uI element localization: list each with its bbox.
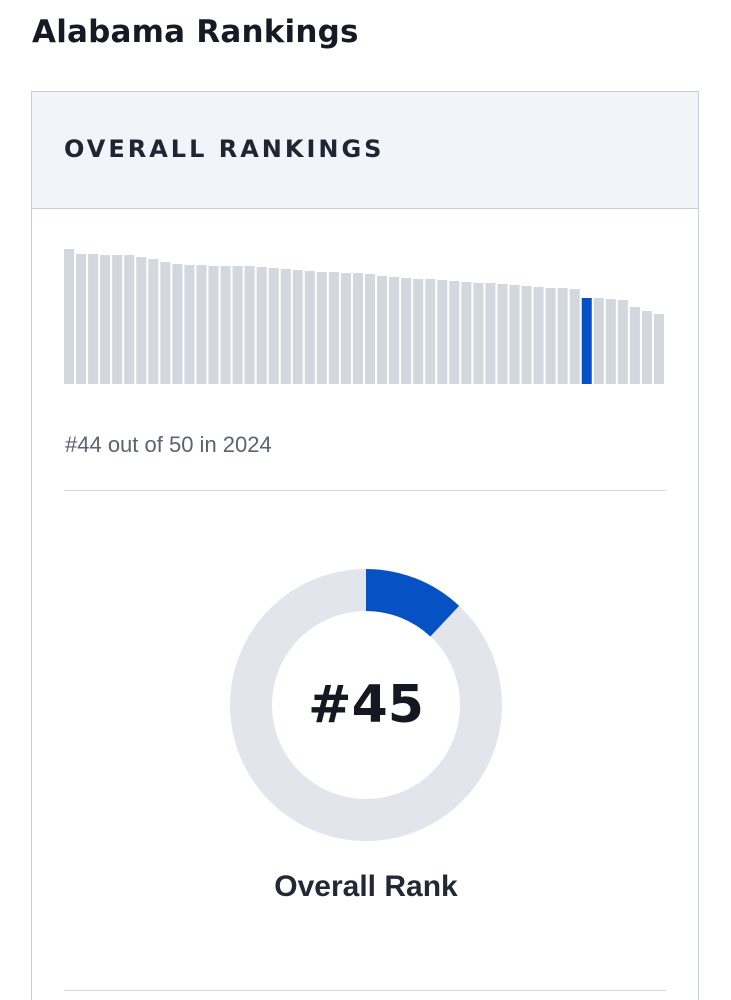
bar <box>88 254 99 384</box>
bar <box>641 311 652 384</box>
bar <box>328 272 339 384</box>
bar <box>340 273 351 384</box>
bar <box>244 266 255 384</box>
donut-segment <box>366 569 460 637</box>
bar <box>437 280 448 384</box>
bar <box>557 288 568 384</box>
overall-rank-label: Overall Rank <box>274 870 458 903</box>
rankings-bar-chart <box>64 249 664 384</box>
bar-highlight <box>581 298 592 384</box>
bar <box>413 279 424 384</box>
bar <box>605 299 616 384</box>
bar <box>64 249 75 384</box>
bar <box>569 289 580 384</box>
bar <box>112 255 123 384</box>
bar <box>497 284 508 384</box>
bar <box>184 265 195 384</box>
bar <box>148 259 159 384</box>
bar <box>232 266 243 384</box>
bar <box>352 273 363 384</box>
bar <box>208 266 219 384</box>
bar <box>653 314 664 384</box>
bar <box>521 286 532 384</box>
rank-caption: #44 out of 50 in 2024 <box>65 432 272 457</box>
bar <box>100 255 111 384</box>
bar <box>389 277 400 384</box>
bar <box>268 268 279 384</box>
bar <box>124 255 135 384</box>
bar <box>304 271 315 384</box>
bar <box>533 287 544 384</box>
bar <box>160 262 171 384</box>
divider <box>64 490 666 491</box>
bar <box>316 272 327 384</box>
bar <box>76 254 87 384</box>
bar <box>449 281 460 384</box>
bar <box>401 278 412 384</box>
bar <box>593 298 604 384</box>
bar <box>280 269 291 384</box>
overall-rank-donut: #45 <box>230 569 502 841</box>
bar <box>220 266 231 384</box>
bar <box>425 279 436 384</box>
bar <box>256 267 267 384</box>
bar <box>136 257 147 384</box>
bar <box>292 270 303 384</box>
bar <box>172 264 183 384</box>
bar <box>473 283 484 384</box>
bar <box>485 283 496 384</box>
donut-chart <box>230 569 502 841</box>
card-header: OVERALL RANKINGS <box>32 92 698 209</box>
overall-rank-value: #45 <box>308 675 424 735</box>
bar <box>617 300 628 384</box>
rankings-card: OVERALL RANKINGS #44 out of 50 in 2024 #… <box>31 91 699 1000</box>
bar <box>629 307 640 384</box>
bar <box>545 288 556 384</box>
card-header-title: OVERALL RANKINGS <box>64 135 385 163</box>
bar <box>461 282 472 384</box>
bar <box>196 265 207 384</box>
bar <box>377 276 388 384</box>
divider <box>64 990 666 991</box>
bar <box>509 285 520 384</box>
page-title: Alabama Rankings <box>32 14 359 50</box>
bar <box>365 274 376 384</box>
